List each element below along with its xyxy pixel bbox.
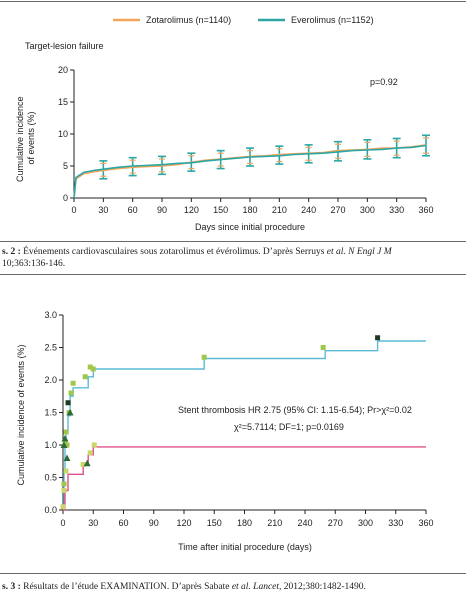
chart-2-marker-triangle bbox=[63, 454, 71, 461]
chart-2-marker-triangle bbox=[60, 441, 68, 448]
figure-3-caption: s. 3 : Résultats de l’étude EXAMINATION.… bbox=[2, 581, 462, 593]
chart-2-marker-dark bbox=[65, 400, 71, 406]
chart-2-marker-green bbox=[87, 364, 93, 370]
chart-2-marker-triangle bbox=[61, 435, 69, 442]
chart-2-marker-lightgreen bbox=[63, 468, 69, 474]
chart-1-xlabel: Days since initial procedure bbox=[195, 222, 305, 232]
chart-1-xtick-label: 360 bbox=[418, 205, 433, 215]
chart-2-xtick-label: 270 bbox=[328, 518, 343, 528]
chart-2-marker-lightgreen bbox=[80, 462, 86, 467]
chart-2-marker-green bbox=[90, 366, 96, 372]
chart-2-xtick-label: 120 bbox=[176, 518, 191, 528]
figure-2-text-a: Événements cardiovasculaires sous zotaro… bbox=[23, 247, 327, 257]
chart-1-xtick-label: 210 bbox=[272, 205, 287, 215]
figure-2-italic: et al. N Engl J M bbox=[326, 247, 392, 257]
chart-2-marker-green bbox=[61, 481, 67, 487]
chart-2-xtick-label: 360 bbox=[418, 518, 433, 528]
chart-1-xtick-label: 30 bbox=[98, 205, 108, 215]
chart-1-xtick-label: 120 bbox=[184, 205, 199, 215]
chart-2-ytick-label: 3.0 bbox=[44, 310, 57, 320]
chart-2-marker-green bbox=[63, 429, 69, 435]
figure-3-text-a: Résultats de l’étude EXAMINATION. D’aprè… bbox=[23, 582, 232, 592]
chart-1-xtick-label: 0 bbox=[71, 205, 76, 215]
chart-2-ytick-label: 1.0 bbox=[44, 440, 57, 450]
divider-2 bbox=[0, 274, 466, 275]
legend-label-zotarolimus: Zotarolimus (n=1140) bbox=[146, 15, 231, 25]
chart-1-ytick-label: 20 bbox=[58, 65, 68, 75]
chart-2-xtick-label: 240 bbox=[297, 518, 312, 528]
chart-2-marker-triangle bbox=[66, 409, 74, 416]
chart-2-marker-green bbox=[62, 439, 68, 445]
chart-2-xtick-label: 30 bbox=[88, 518, 98, 528]
chart-1-xtick-label: 240 bbox=[301, 205, 316, 215]
chart-1-ytick-label: 15 bbox=[58, 97, 68, 107]
chart-2-xtick-label: 210 bbox=[267, 518, 282, 528]
figure-2-caption: s. 2 : Événements cardiovasculaires sous… bbox=[2, 246, 462, 270]
chart-2-xtick-label: 180 bbox=[237, 518, 252, 528]
chart-1-xtick-label: 330 bbox=[389, 205, 404, 215]
chart-1-series-everolimus bbox=[73, 144, 427, 199]
chart-2-ytick-label: 1.5 bbox=[44, 408, 57, 418]
chart-2-marker-green bbox=[320, 345, 326, 350]
chart-1-ytick-label: 5 bbox=[63, 161, 68, 171]
chart-2-marker-green bbox=[68, 390, 74, 396]
chart-2-marker-lightgreen bbox=[61, 488, 67, 493]
chart-2-ytick-label: 0.0 bbox=[44, 505, 57, 515]
chart-1-xtick-label: 90 bbox=[157, 205, 167, 215]
chart-1-ytick-label: 0 bbox=[63, 193, 68, 203]
divider-1 bbox=[0, 241, 466, 242]
chart-2-marker-lightgreen bbox=[91, 442, 97, 448]
divider-3 bbox=[0, 573, 466, 574]
chart-2-ylabel: Cumulative incidence of events (%) bbox=[16, 344, 26, 485]
legend-label-everolimus: Everolimus (n=1152) bbox=[291, 15, 374, 25]
chart-2-annotation-line2: χ²=5.7114; DF=1; p=0.0169 bbox=[234, 422, 344, 432]
chart-1-ytick-label: 10 bbox=[58, 129, 68, 139]
chart-1-xtick-label: 150 bbox=[213, 205, 228, 215]
chart-2-xtick-label: 300 bbox=[358, 518, 373, 528]
chart-2-xtick-label: 0 bbox=[60, 518, 65, 528]
chart-2-ytick-label: 2.5 bbox=[44, 343, 57, 353]
chart-2-marker-green bbox=[70, 380, 76, 386]
chart-2-series-pink bbox=[63, 446, 426, 511]
figure-3-italic: et al. Lancet, bbox=[231, 582, 282, 592]
chart-2-marker-green bbox=[64, 442, 70, 448]
chart-1-ylabel: Cumulative incidence of events (%) bbox=[15, 94, 36, 182]
chart-2-ytick-label: 2.0 bbox=[44, 375, 57, 385]
chart-2-xtick-label: 330 bbox=[388, 518, 403, 528]
chart-2-xlabel: Time after initial procedure (days) bbox=[178, 542, 312, 552]
chart-2-marker-green bbox=[82, 374, 88, 380]
chart-1-xtick-label: 300 bbox=[360, 205, 375, 215]
figure-2-text-b: 10;363:136-146. bbox=[2, 259, 66, 269]
chart-2-marker-dark bbox=[375, 335, 381, 341]
chart-1-xtick-label: 180 bbox=[242, 205, 257, 215]
chart-2-marker-lightgreen bbox=[87, 450, 93, 456]
chart-1: Zotarolimus (n=1140) Everolimus (n=1152)… bbox=[15, 15, 434, 232]
chart-2-marker-lightgreen bbox=[60, 504, 66, 510]
top-border bbox=[0, 1, 466, 2]
chart-1-xtick-label: 60 bbox=[128, 205, 138, 215]
chart-1-title: Target-lesion failure bbox=[25, 41, 104, 51]
chart-1-pvalue: p=0.92 bbox=[370, 77, 398, 87]
figure-3-label: s. 3 : bbox=[2, 582, 21, 592]
chart-2-xtick-label: 60 bbox=[118, 518, 128, 528]
chart-2: Cumulative incidence of events (%) Stent… bbox=[16, 310, 434, 552]
chart-2-xtick-label: 150 bbox=[207, 518, 222, 528]
chart-2-marker-triangle bbox=[83, 459, 91, 467]
chart-2-marker-green bbox=[201, 354, 207, 360]
chart-1-xtick-label: 270 bbox=[330, 205, 345, 215]
figure-3-text-b: 2012;380:1482-1490. bbox=[281, 582, 366, 592]
chart-2-annotation-line1: Stent thrombosis HR 2.75 (95% CI: 1.15-6… bbox=[178, 405, 412, 415]
chart-2-ytick-label: 0.5 bbox=[44, 473, 57, 483]
figure-2-label: s. 2 : bbox=[2, 247, 21, 257]
legend: Zotarolimus (n=1140) Everolimus (n=1152) bbox=[113, 15, 374, 25]
chart-2-xtick-label: 90 bbox=[149, 518, 159, 528]
